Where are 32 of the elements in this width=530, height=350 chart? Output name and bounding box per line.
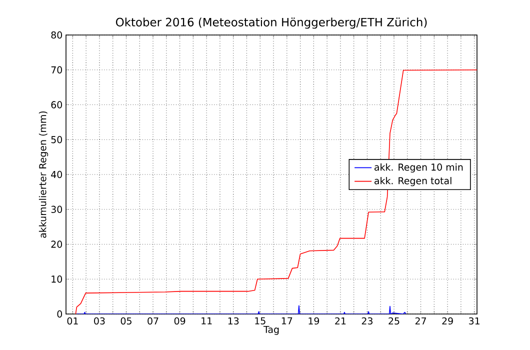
x-tick-label: 03 xyxy=(94,317,105,325)
y-tick-label: 70 xyxy=(51,66,62,74)
y-tick-label: 20 xyxy=(51,240,62,248)
y-tick-label: 80 xyxy=(51,31,62,39)
x-tick-label: 21 xyxy=(335,317,346,324)
x-tick-label: 05 xyxy=(120,317,132,325)
chart-title: Oktober 2016 (Meteostation Hönggerberg/ETH Zürich) xyxy=(116,18,427,29)
x-tick-label: 17 xyxy=(282,317,292,324)
x-tick-label: 25 xyxy=(388,317,400,325)
legend-label: akk. Regen 10 min xyxy=(374,163,463,173)
x-tick-label: 11 xyxy=(202,317,212,324)
line-series xyxy=(76,305,406,314)
y-tick-label: 30 xyxy=(51,206,62,213)
x-axis-title: Tag xyxy=(263,326,279,335)
x-tick-label: 19 xyxy=(308,317,320,325)
y-tick-label: 10 xyxy=(52,276,62,283)
x-tick-label: 15 xyxy=(255,317,266,324)
x-tick-label: 27 xyxy=(415,317,426,324)
x-tick-label: 31 xyxy=(469,317,480,325)
y-axis-title: akkumulierter Regen (mm) xyxy=(38,111,48,238)
y-tick-label: 60 xyxy=(51,101,62,108)
line-series xyxy=(75,69,478,314)
x-tick-label: 01 xyxy=(67,317,78,325)
x-tick-label: 09 xyxy=(174,317,186,325)
y-tick-label: 0 xyxy=(57,310,62,318)
x-tick-label: 29 xyxy=(442,317,453,325)
y-tick-label: 40 xyxy=(51,170,62,178)
x-tick-label: 13 xyxy=(228,317,239,325)
legend-label: akk. Regen total xyxy=(374,176,452,186)
x-tick-label: 07 xyxy=(148,317,158,325)
x-tick-label: 23 xyxy=(362,317,372,325)
y-tick-label: 50 xyxy=(51,136,62,144)
